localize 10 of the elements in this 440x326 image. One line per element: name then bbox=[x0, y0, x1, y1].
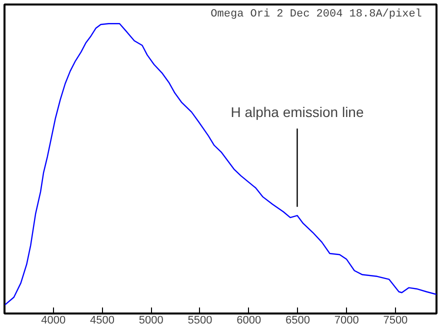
chart-title: Omega Ori 2 Dec 2004 18.8A/pixel bbox=[210, 8, 422, 20]
x-tick-label: 6500 bbox=[285, 314, 310, 326]
x-tick-label: 7500 bbox=[383, 314, 408, 326]
x-tick-label: 4500 bbox=[90, 314, 114, 326]
annotation: H alpha emission line bbox=[230, 104, 364, 120]
x-tick-label: 7000 bbox=[334, 314, 359, 326]
x-tick-label: 4000 bbox=[41, 314, 66, 326]
x-tick-label: 6000 bbox=[236, 314, 262, 326]
x-tick-label: 5500 bbox=[188, 314, 212, 326]
x-tick-label: 5000 bbox=[138, 314, 164, 326]
